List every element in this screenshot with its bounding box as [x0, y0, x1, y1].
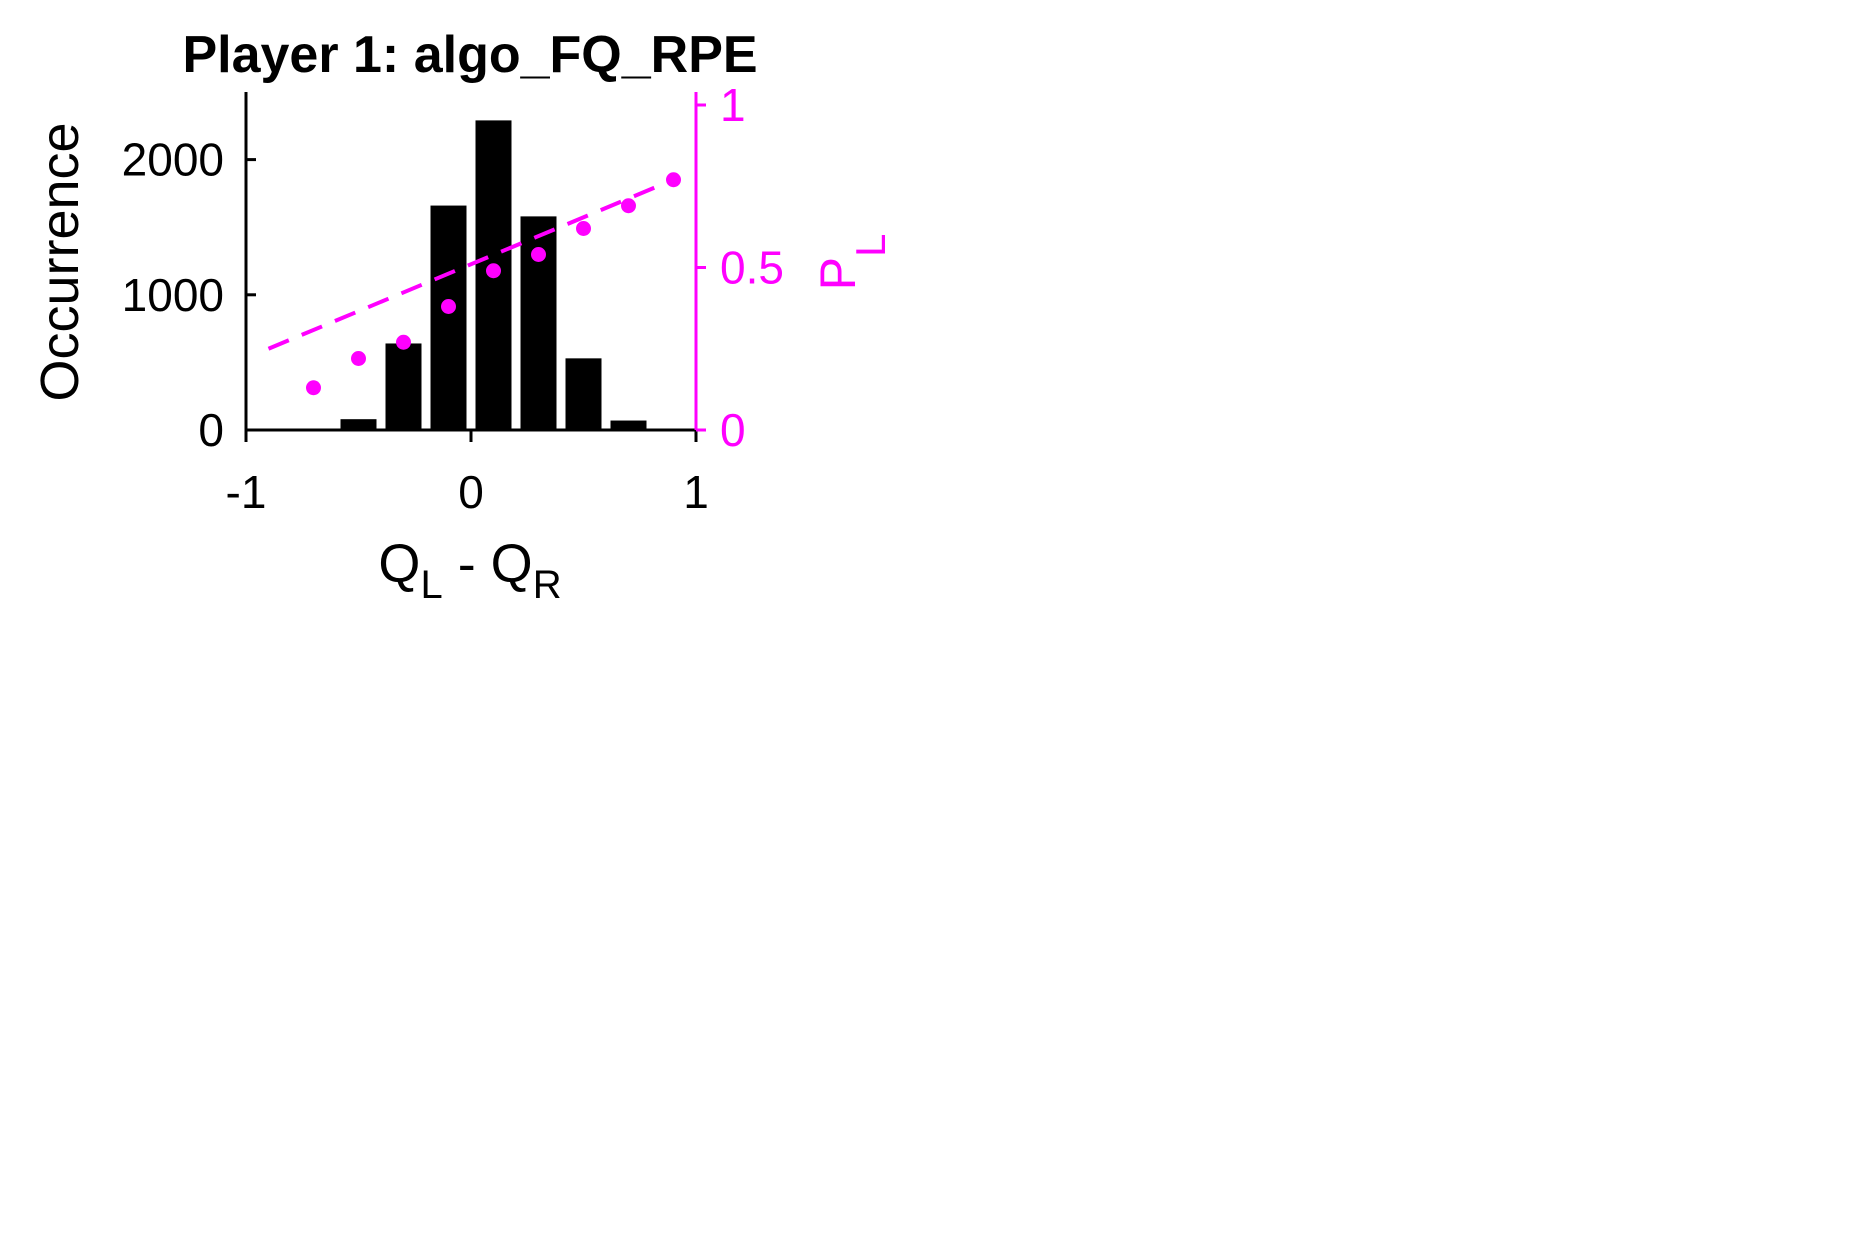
bar: [340, 419, 377, 430]
y2-axis-label-main: P: [810, 257, 866, 290]
x-tick-label: 1: [683, 466, 709, 518]
y-axis-label: Occurrence: [30, 122, 90, 401]
data-point: [396, 334, 411, 350]
bar: [565, 358, 602, 430]
y2-tick-label: 1: [720, 79, 746, 131]
y-tick-label: 0: [198, 404, 224, 456]
fit-line-layer: [267, 177, 675, 351]
y2-axis-label: PL: [810, 234, 894, 291]
x-tick-label: 0: [458, 466, 484, 518]
data-point: [486, 263, 501, 279]
data-point: [306, 380, 321, 396]
data-point: [621, 198, 636, 214]
x-axis-label: QL - QR: [378, 534, 561, 607]
bars-layer: [340, 120, 647, 430]
bar: [385, 343, 422, 430]
bar: [610, 420, 647, 430]
x-axis-label-sub2: R: [533, 563, 562, 607]
y2-tick-label: 0.5: [720, 242, 784, 294]
data-point: [531, 247, 546, 262]
bar: [430, 205, 467, 430]
x-tick-label: -1: [226, 466, 267, 518]
data-point: [351, 351, 366, 366]
data-point: [441, 299, 456, 314]
y2-tick-label: 0: [720, 404, 746, 456]
x-axis-label-mid: - Q: [443, 534, 533, 594]
fit-line: [267, 177, 675, 351]
chart-title: Player 1: algo_FQ_RPE: [182, 26, 757, 84]
points-layer: [306, 172, 681, 396]
y-tick-label: 2000: [122, 134, 224, 186]
data-point: [666, 172, 681, 188]
data-point: [576, 221, 591, 236]
y2-axis-label-sub: L: [847, 234, 894, 257]
y-tick-label: 1000: [122, 269, 224, 321]
x-axis-label-sub1: L: [420, 563, 442, 607]
x-axis-label-main: Q: [378, 534, 420, 594]
